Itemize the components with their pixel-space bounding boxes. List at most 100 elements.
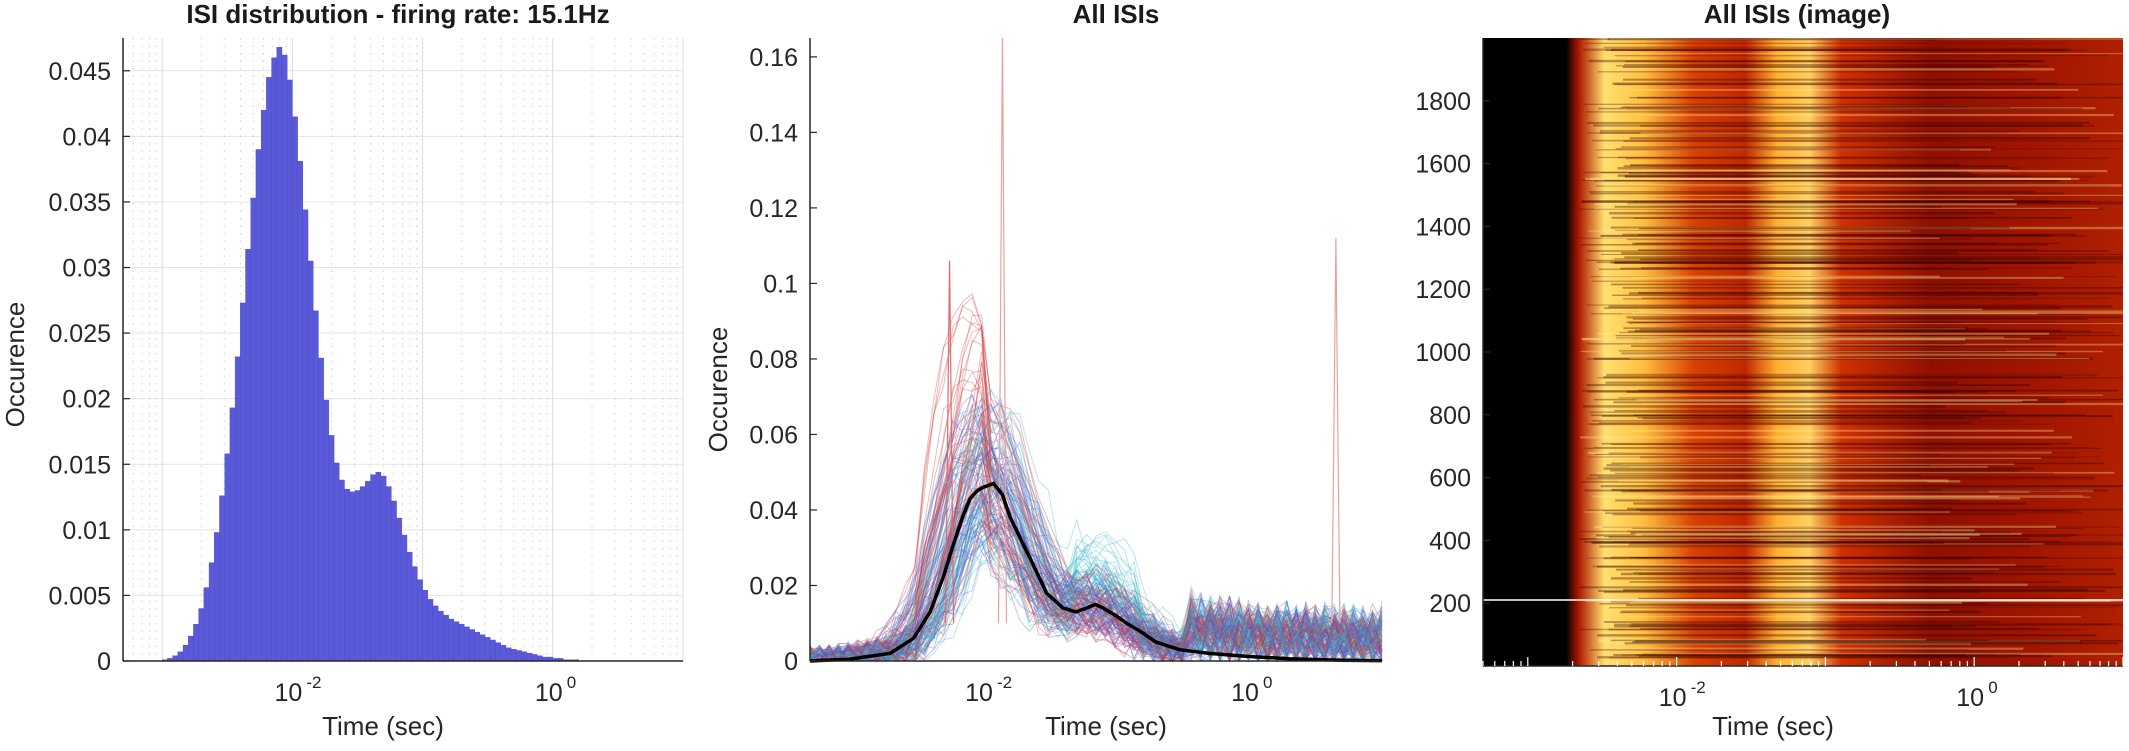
heatmap-row <box>1628 321 1963 324</box>
heatmap-row <box>1630 163 1960 167</box>
heatmap-row <box>1610 639 1990 642</box>
histogram-bar <box>219 495 225 662</box>
heatmap-row <box>1631 311 2123 315</box>
heatmap-row <box>1596 261 1927 264</box>
heatmap-row <box>1613 623 2112 626</box>
heatmap-row <box>1590 541 1933 544</box>
x-tick-label: 10 <box>535 679 563 707</box>
heatmap-row <box>1603 590 1982 594</box>
heatmap-row <box>1624 64 2029 66</box>
heatmap-row <box>1592 565 2063 568</box>
histogram-bar <box>172 655 179 662</box>
y-tick-label: 0 <box>784 648 798 676</box>
histogram-bar <box>229 407 236 662</box>
heatmap-row <box>1611 48 2068 52</box>
y-tick-label: 0.035 <box>48 189 111 217</box>
heatmap-row <box>1609 656 2009 659</box>
histogram-panel: 0 0.005 0.01 0.015 0.02 0.025 0.03 0.035 0.04 0.0… <box>0 0 684 741</box>
isi-series-line <box>809 438 1383 663</box>
isi-series-line <box>809 437 1383 663</box>
heatmap-row <box>1639 125 2095 127</box>
heatmap-row <box>1631 344 2057 347</box>
heatmap-row <box>1597 377 2123 379</box>
isi-series-line <box>810 361 1383 662</box>
isi-series-line <box>809 396 1383 663</box>
heatmap-row <box>1589 474 1922 477</box>
isi-series-line <box>809 469 1383 663</box>
heatmap-row <box>1590 414 2008 417</box>
heatmap-row <box>1611 443 2051 446</box>
histogram-x-label: Time (sec) <box>322 711 444 741</box>
heatmap-row <box>1626 390 1955 394</box>
heatmap-row <box>1622 312 2038 315</box>
heatmap-row <box>1579 237 1975 239</box>
spike-line <box>997 37 1008 624</box>
heatmap-row <box>1601 275 1940 278</box>
isi-series-line <box>809 351 1383 663</box>
heatmap-row <box>1614 229 1957 231</box>
heatmap-row <box>1604 353 2057 356</box>
heatmap-row <box>1641 568 2000 571</box>
heatmap-row <box>1585 111 1913 113</box>
isi-series-line <box>809 537 1383 663</box>
heatmap-row <box>1641 534 2123 536</box>
isi-series-line <box>809 403 1383 662</box>
heatmap-row <box>1626 169 2108 173</box>
histogram-bar <box>495 642 501 662</box>
heatmap-row <box>1624 175 2030 178</box>
heatmap-row <box>1610 577 1972 580</box>
heatmap-row <box>1630 194 2123 196</box>
y-tick-label: 1800 <box>1415 88 1471 116</box>
isi-series-line <box>809 431 1383 663</box>
heatmap-row <box>1633 338 1964 340</box>
isi-series-line <box>809 440 1383 663</box>
heatmap-row <box>1629 581 2062 583</box>
heatmap-row <box>1599 603 1988 605</box>
heatmap-row <box>1633 414 2086 416</box>
heatmap-row <box>1595 453 1941 455</box>
y-tick-label: 0.03 <box>62 255 111 283</box>
histogram-bar <box>245 248 251 662</box>
heatmap-row <box>1579 208 2105 210</box>
heatmap-row <box>1590 423 1975 426</box>
heatmap-row <box>1586 477 2095 480</box>
heatmap-row <box>1627 238 1972 241</box>
histogram-bar <box>276 46 283 662</box>
heatmap-row <box>1616 327 1966 330</box>
isi-series-line <box>810 487 1383 663</box>
heatmap-row <box>1635 242 2060 245</box>
histogram-bar <box>406 551 413 662</box>
heatmap-row <box>1613 653 1966 657</box>
heatmap-row <box>1610 600 2009 603</box>
x-tick-exponent: 0 <box>1988 678 1997 697</box>
isi-series-line <box>809 412 1383 663</box>
heatmap-row <box>1580 243 2048 246</box>
heatmap-row <box>1639 328 1989 331</box>
isi-series-line <box>809 490 1383 662</box>
heatmap-row <box>1615 642 1972 645</box>
heatmap-row <box>1597 156 2062 159</box>
lines-x-label: Time (sec) <box>1045 711 1167 741</box>
heatmap-row <box>1610 261 2123 264</box>
heatmap-row <box>1632 640 2082 644</box>
histogram-bar <box>443 614 449 662</box>
histogram-bar <box>448 618 455 662</box>
heatmap-row <box>1601 457 2042 459</box>
heatmap-row <box>1600 234 2050 237</box>
isi-series-line <box>810 458 1383 662</box>
heatmap-row <box>1638 597 2084 599</box>
x-tick-label: 10 <box>1956 684 1984 712</box>
histogram-bar <box>333 462 340 662</box>
heatmap-row <box>1625 157 2111 160</box>
heatmap-row <box>1594 525 2057 529</box>
heatmap-row <box>1598 107 2083 110</box>
histogram-bar <box>458 624 465 662</box>
heatmap-row <box>1606 373 2098 377</box>
isi-series-line <box>809 435 1383 662</box>
heatmap-row <box>1602 400 2023 402</box>
histogram-bar <box>203 587 210 662</box>
heatmap-row <box>1620 267 1954 270</box>
heatmap-row <box>1605 381 1958 384</box>
histogram-bar <box>224 453 231 662</box>
isi-series-line <box>809 292 1383 663</box>
